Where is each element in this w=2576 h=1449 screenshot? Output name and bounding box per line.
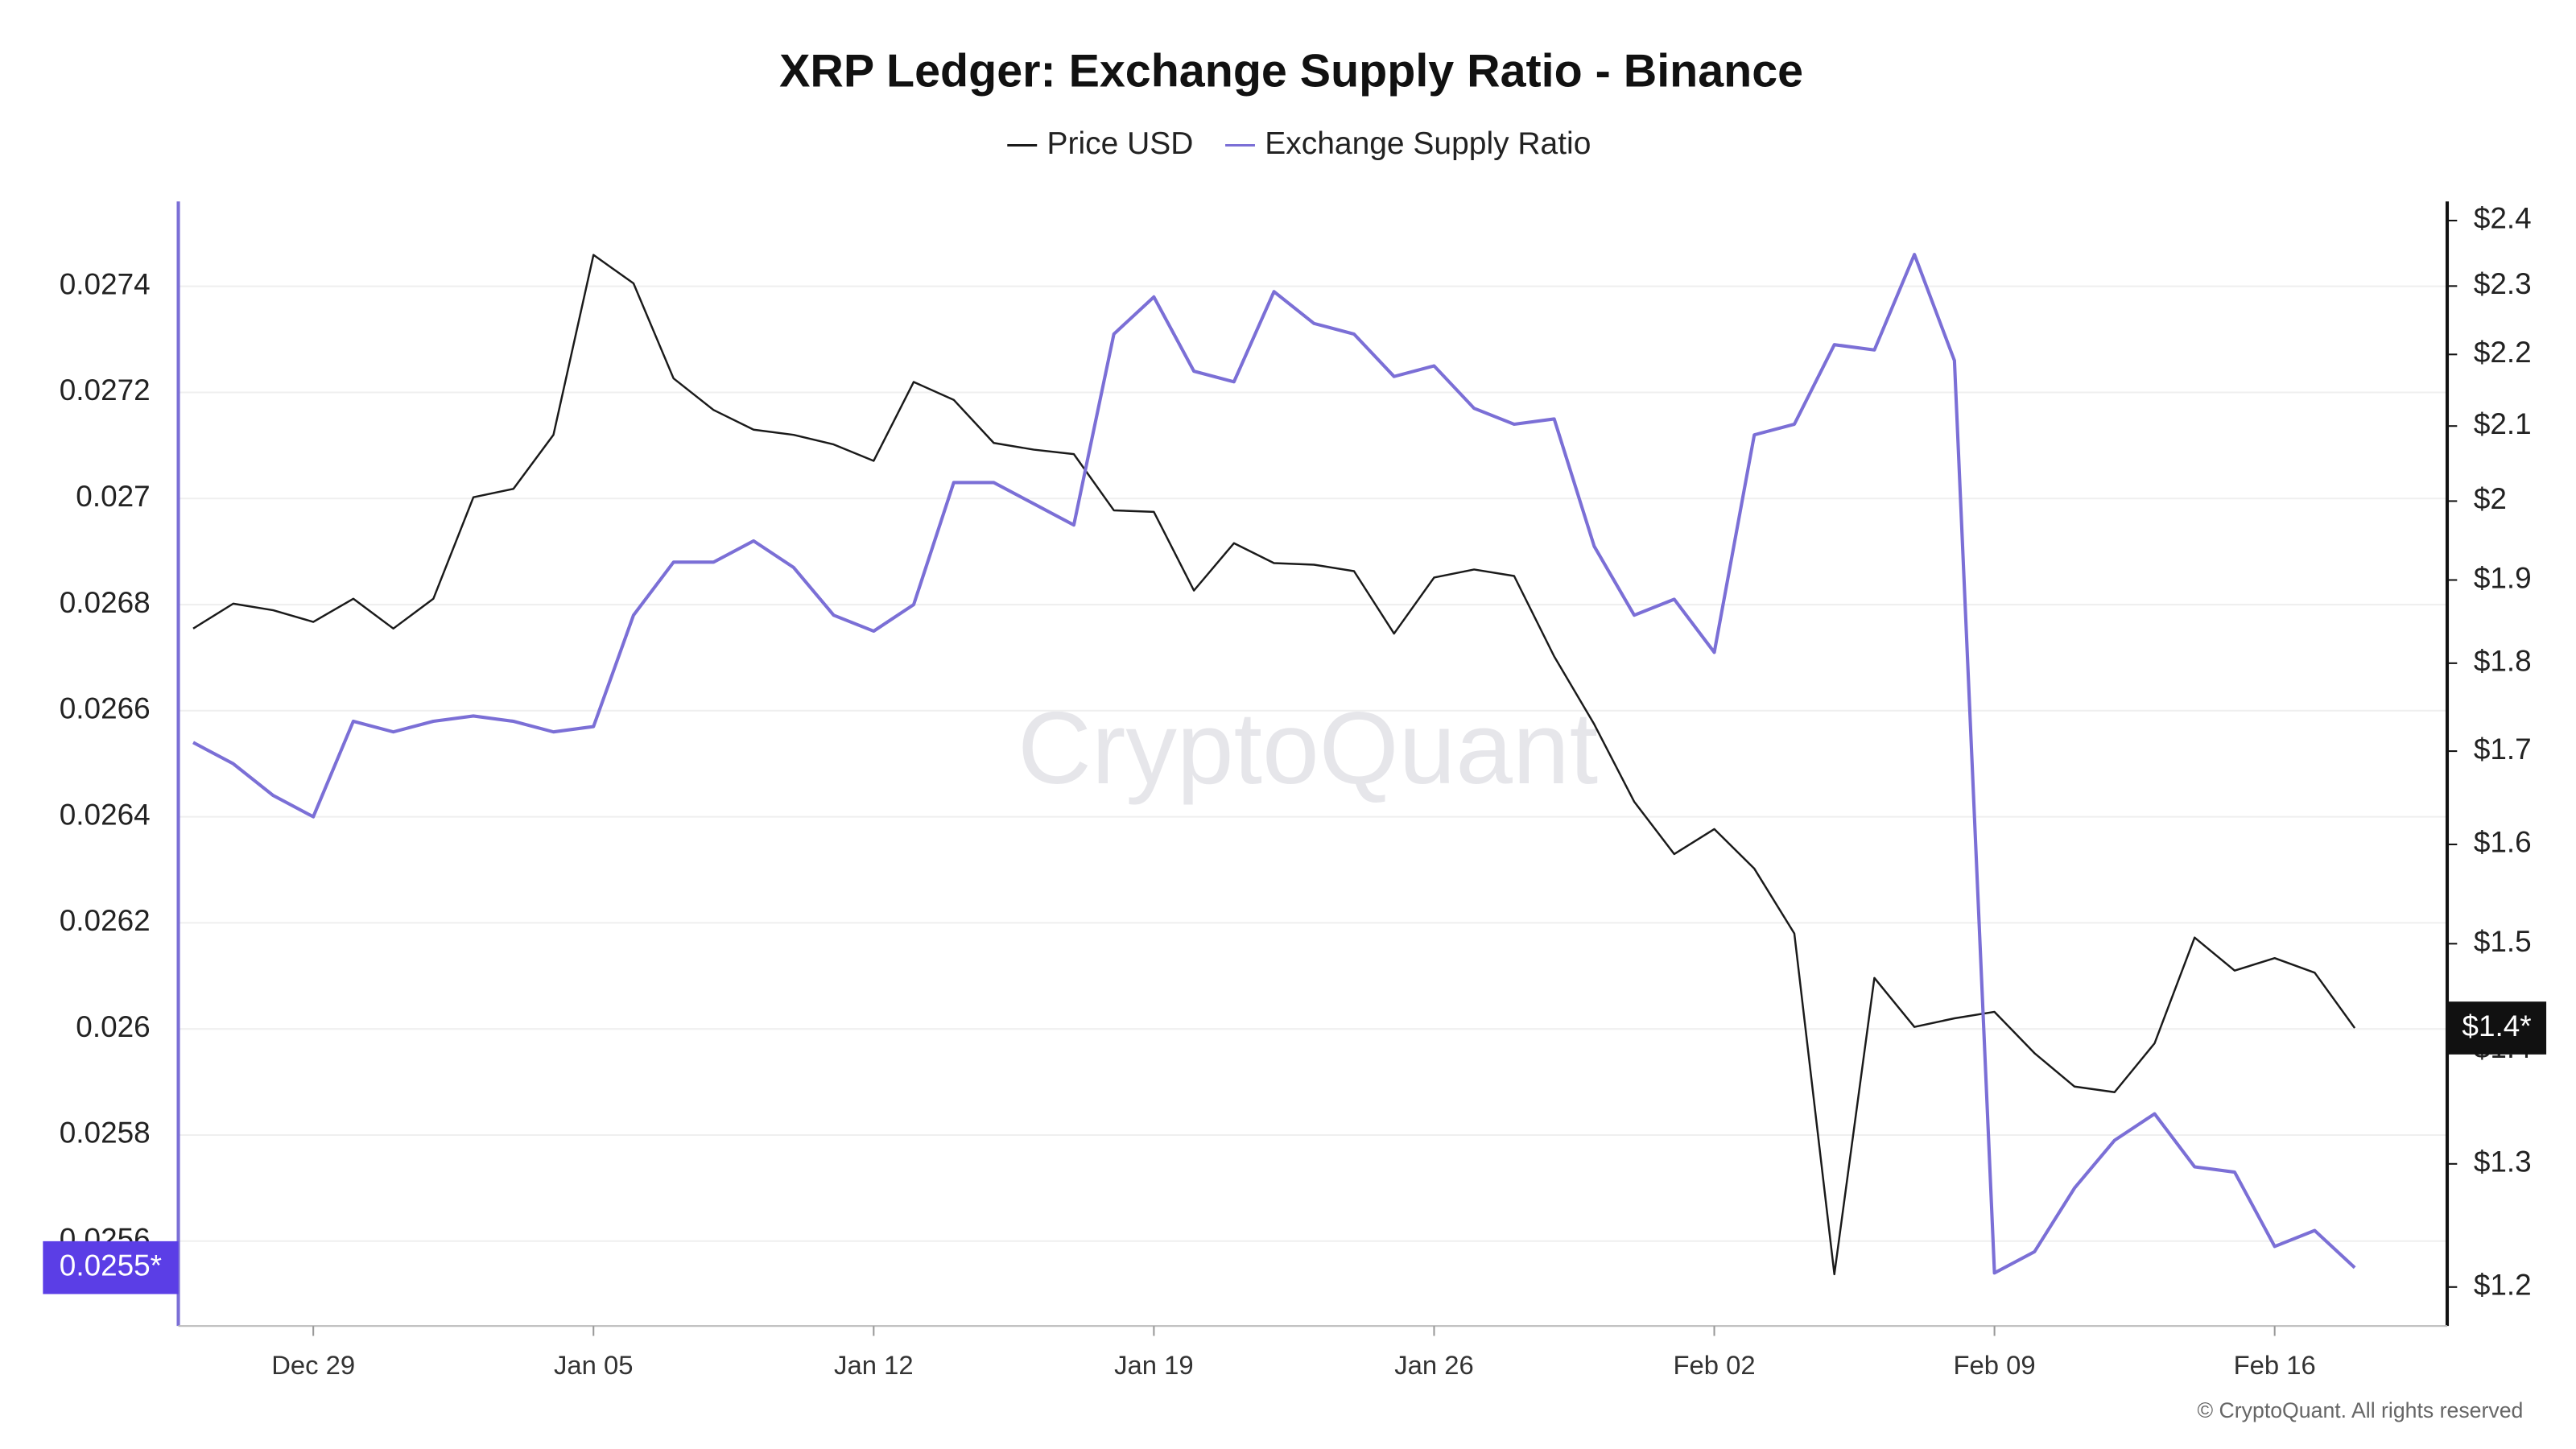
- y2-tick-label: $1.9: [2474, 561, 2532, 594]
- y-tick-label: 0.027: [76, 480, 150, 513]
- y-tick-label: 0.0272: [60, 374, 151, 407]
- y2-tick-label: $1.3: [2474, 1146, 2532, 1179]
- y2-tick-label: $2.3: [2474, 267, 2532, 300]
- x-tick-label: Feb 09: [1954, 1350, 2036, 1380]
- watermark: CryptoQuant: [1018, 691, 1598, 805]
- x-tick-label: Feb 02: [1673, 1350, 1755, 1380]
- series-line: [192, 253, 2356, 1275]
- x-tick-label: Jan 12: [834, 1350, 914, 1380]
- x-tick-label: Jan 19: [1114, 1350, 1194, 1380]
- last-value-label: 0.0255*: [60, 1249, 162, 1282]
- y-tick-label: 0.0262: [60, 904, 151, 937]
- y-tick-label: 0.0274: [60, 267, 151, 300]
- series-line: [192, 254, 2356, 1276]
- y2-tick-label: $2.2: [2474, 336, 2532, 369]
- y2-tick-label: $1.6: [2474, 826, 2532, 859]
- y-tick-label: 0.026: [76, 1010, 150, 1043]
- legend-label: Exchange Supply Ratio: [1265, 126, 1591, 161]
- chart-title: XRP Ledger: Exchange Supply Ratio - Bina…: [779, 45, 1803, 97]
- y2-tick-label: $2.1: [2474, 407, 2532, 440]
- y2-tick-label: $1.5: [2474, 925, 2532, 958]
- x-tick-label: Jan 05: [554, 1350, 634, 1380]
- y2-tick-label: $1.7: [2474, 733, 2532, 766]
- y-tick-label: 0.0266: [60, 692, 151, 725]
- last-value-badge: [2447, 1001, 2547, 1055]
- y2-tick-label: $2.4: [2474, 202, 2532, 235]
- y2-tick-label: $1.8: [2474, 645, 2532, 678]
- y2-tick-label: $2: [2474, 482, 2507, 515]
- y-tick-label: 0.0268: [60, 586, 151, 619]
- y-tick-label: 0.0264: [60, 798, 151, 831]
- x-tick-label: Jan 26: [1394, 1350, 1474, 1380]
- y-tick-label: 0.0258: [60, 1117, 151, 1150]
- last-value-badge: [43, 1241, 179, 1294]
- x-tick-label: Feb 16: [2234, 1350, 2316, 1380]
- last-value-label: $1.4*: [2462, 1009, 2531, 1042]
- copyright: © CryptoQuant. All rights reserved: [2198, 1398, 2524, 1422]
- x-tick-label: Dec 29: [271, 1350, 355, 1380]
- legend-label: Price USD: [1047, 126, 1194, 161]
- y2-tick-label: $1.2: [2474, 1269, 2532, 1302]
